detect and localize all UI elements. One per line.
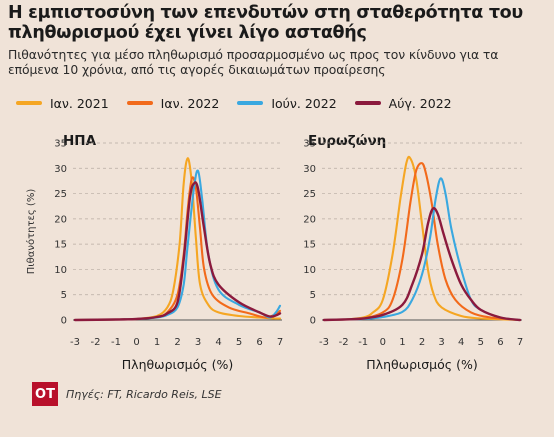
y-tick-label: 15: [54, 240, 67, 251]
x-axis-label: Πληθωρισμός (%): [122, 357, 233, 372]
y-tick-label: 25: [303, 189, 316, 200]
legend-swatch: [126, 101, 153, 105]
x-tick-label: 4: [215, 337, 221, 348]
x-tick-label: -1: [111, 337, 121, 348]
x-tick-label: 2: [174, 337, 180, 348]
x-tick-label: 5: [478, 337, 484, 348]
legend-item-jan-2021: Ιαν. 2021: [16, 96, 109, 111]
page-subtitle: Πιθανότητες για μέσο πληθωρισμό προσαρμο…: [8, 47, 499, 77]
legend-swatch: [16, 101, 42, 105]
legend: Ιαν. 2021 Ιαν. 2022 Ιούν. 2022 Αύγ. 2022: [16, 95, 470, 111]
page-title: Η εμπιστοσύνη των επενδυτών στη σταθερότ…: [8, 3, 523, 43]
x-tick-label: 0: [133, 337, 139, 348]
y-tick-label: 30: [54, 164, 67, 175]
legend-label: Ιαν. 2021: [50, 95, 109, 111]
x-tick-label: -2: [339, 337, 349, 348]
panel-title: ΗΠΑ: [63, 133, 97, 149]
chart-panel-1: ΗΠΑ 0 5 10 15 20 25 30 35 -3 -2 -1 0 1 2 3 4 5 6 7 Πληθωρισμ…: [25, 133, 283, 372]
legend-label: Ιαν. 2022: [160, 95, 220, 111]
y-tick-label: 30: [303, 164, 316, 175]
y-tick-label: 35: [303, 139, 316, 150]
footer: OT Πηγές: FT, Ricardo Reis, LSE: [32, 380, 222, 408]
x-tick-label: 5: [236, 337, 242, 348]
x-tick-label: 2: [419, 337, 425, 348]
legend-swatch: [237, 101, 264, 105]
series-line-4: [322, 207, 522, 322]
x-tick-label: 3: [195, 337, 201, 348]
legend-label: Ιούν. 2022: [271, 95, 337, 111]
x-tick-label: 3: [438, 337, 444, 348]
x-tick-label: -3: [70, 337, 80, 348]
y-tick-label: 5: [310, 290, 316, 301]
y-tick-label: 20: [303, 214, 316, 225]
x-tick-label: 6: [256, 337, 262, 348]
panel-title: Ευρωζώνη: [308, 133, 386, 149]
x-tick-label: 4: [458, 337, 464, 348]
series-line-1: [322, 155, 522, 322]
series-line-4: [73, 181, 282, 322]
x-tick-label: 1: [399, 337, 405, 348]
y-tick-label: 35: [54, 139, 67, 150]
x-tick-label: -3: [319, 337, 329, 348]
y-tick-label: 5: [61, 290, 67, 301]
x-tick-label: -1: [358, 337, 368, 348]
x-tick-label: 6: [497, 337, 503, 348]
chart-panel-2: Ευρωζώνη 0 5 10 15 20 25 30 35 -3 -2 -1 0 1 2 3 4 5 6 7 Πληθ…: [303, 133, 523, 372]
x-tick-label: 1: [154, 337, 160, 348]
x-axis-label: Πληθωρισμός (%): [366, 357, 477, 372]
y-tick-label: 20: [54, 214, 67, 225]
y-tick-label: 10: [54, 265, 67, 276]
legend-item-jun-2022: Ιούν. 2022: [237, 95, 337, 111]
y-tick-label: 10: [303, 265, 316, 276]
y-axis-label: Πιθανότητες (%): [25, 189, 37, 275]
legend-swatch: [354, 101, 381, 105]
x-tick-label: 7: [517, 337, 523, 348]
legend-item-aug-2022: Αύγ. 2022: [354, 95, 452, 111]
legend-label: Αύγ. 2022: [388, 95, 452, 111]
x-tick-label: 0: [380, 337, 386, 348]
legend-item-jan-2022: Ιαν. 2022: [126, 95, 220, 111]
y-tick-label: 15: [303, 240, 316, 251]
y-tick-label: 0: [310, 316, 316, 327]
y-tick-label: 0: [61, 316, 67, 327]
source-note: Πηγές: FT, Ricardo Reis, LSE: [66, 387, 222, 401]
x-tick-label: -2: [91, 337, 101, 348]
brand-logo: OT: [32, 382, 58, 406]
series-line-2: [322, 162, 522, 322]
x-tick-label: 7: [277, 337, 283, 348]
y-tick-label: 25: [54, 189, 67, 200]
